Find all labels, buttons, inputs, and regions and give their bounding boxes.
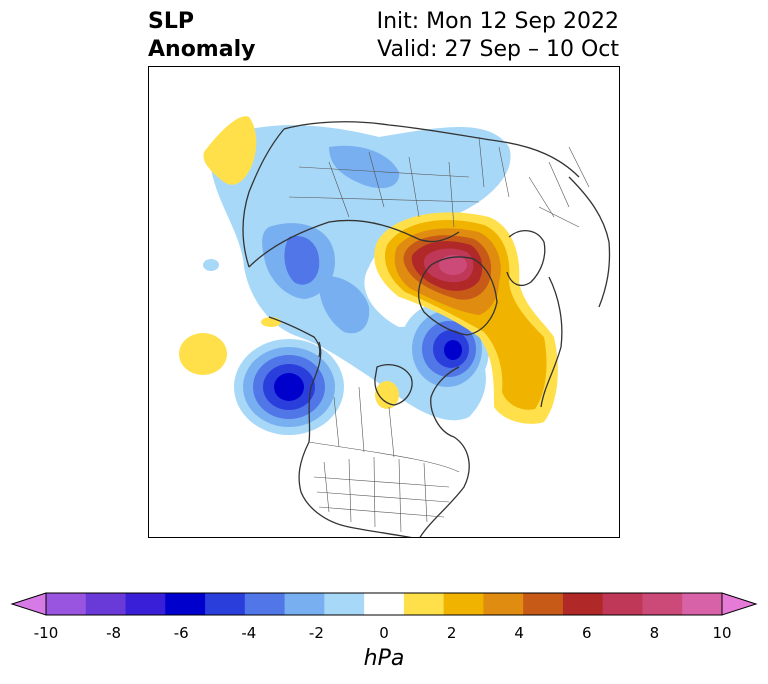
map-panel (148, 66, 620, 538)
colorbar-segment (324, 593, 365, 615)
colorbar-segment (284, 593, 325, 615)
init-date: Init: Mon 12 Sep 2022 (376, 9, 619, 34)
low-northeast-pacific-core (274, 373, 304, 401)
map-svg (179, 116, 611, 537)
colorbar-segment (602, 593, 643, 615)
coastline-siberia (248, 219, 460, 268)
colorbar-segment (85, 593, 127, 615)
negative-region-central-asia (329, 145, 400, 189)
border-canada-provinces (333, 386, 395, 458)
colorbar-segment (46, 593, 87, 615)
low-pacific-dot (203, 259, 219, 271)
coastline-hudson-bay (374, 364, 413, 406)
colorbar-tick-label: -6 (173, 624, 189, 642)
high-north-pacific (179, 333, 227, 375)
title-variable: SLP (148, 9, 194, 34)
anomaly-field (179, 116, 558, 435)
border-russia-1 (328, 151, 455, 228)
colorbar-segment (523, 593, 564, 615)
colorbar-segment (244, 593, 286, 615)
coastline-europe (540, 276, 563, 408)
colorbar-tick-label: 8 (649, 624, 660, 642)
colorbar (10, 592, 758, 616)
colorbar-tick-label: 4 (514, 624, 524, 642)
plot-title-right: Init: Mon 12 Sep 2022 Valid: 27 Sep – 10… (377, 8, 619, 64)
coastlines (242, 121, 611, 537)
colorbar-extend-left-arrow (10, 592, 47, 616)
colorbar-extend-right-arrow (721, 592, 758, 616)
border-us-states-2 (313, 476, 450, 518)
colorbar-unit-label: hPa (363, 646, 405, 671)
border-russia-2 (288, 166, 480, 203)
colorbar-segment (205, 593, 246, 615)
coastline-greenland (418, 256, 498, 336)
title-anomaly: Anomaly (148, 37, 256, 62)
colorbar-tick-label: -10 (33, 624, 59, 642)
country-borders (288, 136, 590, 533)
colorbar-segment (125, 593, 166, 615)
coastline-north-america (298, 341, 470, 537)
border-europe-1 (528, 146, 590, 228)
coastline-scandinavia (506, 230, 546, 286)
colorbar-segment (483, 593, 524, 615)
border-usa-canada (308, 441, 460, 473)
colorbar-tick-label: -4 (241, 624, 257, 642)
low-scandinavia-core (444, 340, 462, 360)
colorbar-tick-label: 0 (379, 624, 389, 642)
plot-title-left: SLP Anomaly (148, 8, 255, 64)
colorbar-tick-label: 10 (712, 624, 732, 642)
colorbar-segment (562, 593, 604, 615)
colorbar-segment (403, 593, 445, 615)
colorbar-segment (165, 593, 206, 615)
colorbar-segment (364, 593, 405, 615)
colorbar-segment (642, 593, 683, 615)
high-north-america-small (375, 381, 399, 409)
colorbar-segments (46, 593, 723, 615)
valid-range: Valid: 27 Sep – 10 Oct (377, 37, 619, 62)
colorbar-segment (443, 593, 484, 615)
negative-region-arctic-ocean (318, 276, 370, 334)
colorbar-tick-label: -8 (106, 624, 122, 642)
high-greenland-core (439, 255, 467, 275)
negative-region-east-siberia-center (284, 236, 320, 285)
coastline-asia-north (283, 121, 580, 178)
colorbar-tick-label: -2 (308, 624, 324, 642)
colorbar-segment (682, 593, 723, 615)
coastline-alaska (268, 316, 321, 358)
high-gulf-small (261, 317, 281, 327)
coastline-mediterranean (568, 176, 611, 308)
coastline-east-asia (242, 128, 285, 268)
high-bering-sea (203, 116, 257, 185)
colorbar-tick-label: 2 (446, 624, 457, 642)
border-us-states-1 (323, 456, 428, 533)
colorbar-tick-label: 6 (582, 624, 592, 642)
border-asia-1 (478, 136, 510, 198)
